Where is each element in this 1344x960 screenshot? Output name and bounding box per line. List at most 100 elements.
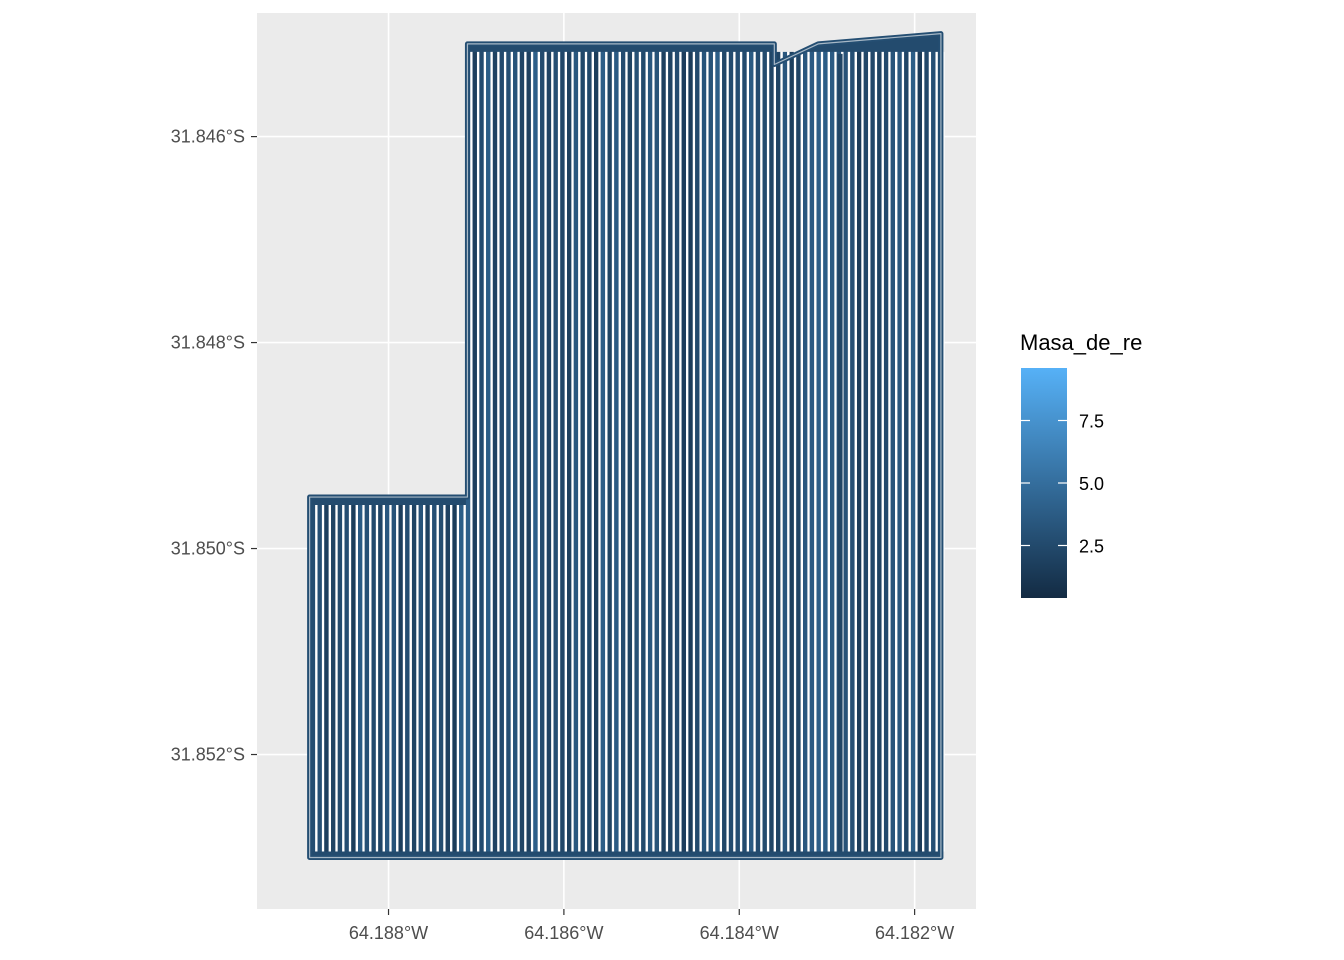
yield-pass (479, 51, 484, 852)
yield-pass (904, 51, 909, 852)
axes: 64.188°W 64.186°W 64.184°W 64.182°W 31.846°S… (171, 127, 955, 943)
yield-pass (600, 51, 606, 852)
yield-pass (594, 51, 599, 852)
yield-pass (863, 51, 869, 852)
yield-pass (782, 51, 788, 852)
yield-pass (344, 505, 349, 852)
yield-pass (614, 51, 619, 852)
yield-passes (307, 31, 945, 861)
yield-pass (459, 505, 464, 852)
yield-pass (546, 51, 552, 852)
yield-pass (553, 51, 558, 852)
yield-pass (472, 51, 477, 852)
yield-pass (540, 51, 545, 852)
yield-pass (310, 505, 316, 852)
yield-pass (324, 505, 329, 852)
yield-pass (762, 51, 767, 852)
yield-pass (722, 51, 727, 852)
yield-pass (897, 51, 902, 852)
yield-pass (647, 51, 653, 852)
yield-pass (830, 51, 835, 852)
yield-pass (769, 51, 774, 852)
yield-pass (513, 51, 518, 852)
yield-pass (776, 51, 781, 852)
yield-pass (816, 51, 821, 852)
yield-pass (654, 51, 660, 852)
yield-pass (398, 505, 403, 852)
x-tick-label: 64.184°W (700, 923, 779, 943)
yield-pass (883, 51, 889, 852)
yield-pass (870, 51, 875, 852)
yield-pass (567, 51, 572, 852)
yield-pass (803, 51, 808, 852)
y-tick-label: 31.852°S (171, 745, 245, 765)
yield-pass (452, 505, 457, 852)
yield-pass (573, 51, 579, 852)
yield-pass (856, 51, 862, 852)
yield-pass (688, 51, 693, 852)
yield-pass (641, 51, 646, 852)
legend: Masa_de_re 2.5 5.0 7.5 (1020, 330, 1142, 598)
yield-pass (890, 51, 896, 852)
yield-pass (877, 51, 882, 852)
yield-pass (384, 505, 390, 852)
y-tick-label: 31.848°S (171, 333, 245, 353)
yield-pass (432, 505, 437, 852)
yield-pass (708, 51, 713, 852)
yield-pass (674, 51, 680, 852)
yield-pass (580, 51, 585, 852)
yield-pass (735, 51, 740, 852)
yield-pass (391, 505, 397, 852)
yield-pass (499, 51, 504, 852)
yield-pass (701, 51, 707, 852)
yield-pass (351, 505, 356, 852)
yield-pass (526, 51, 531, 852)
yield-pass (486, 51, 491, 852)
yield-pass (627, 51, 633, 852)
yield-pass (668, 51, 673, 852)
legend-break-label: 2.5 (1079, 537, 1104, 557)
yield-pass (364, 505, 370, 852)
yield-pass (317, 505, 322, 852)
yield-pass (405, 505, 410, 852)
yield-pass (560, 51, 565, 852)
yield-pass (378, 505, 383, 852)
yield-pass (331, 505, 336, 852)
yield-pass (438, 505, 444, 852)
yield-pass (418, 505, 424, 852)
yield-pass (695, 51, 700, 852)
yield-pass (681, 51, 686, 852)
yield-pass (728, 51, 734, 852)
yield-pass (749, 51, 754, 852)
yield-pass (506, 51, 511, 852)
yield-pass (411, 505, 417, 852)
yield-pass (931, 51, 936, 852)
yield-pass (715, 51, 720, 852)
x-tick-label: 64.182°W (875, 923, 954, 943)
yield-pass (492, 51, 498, 852)
yield-pass (620, 51, 626, 852)
yield-pass (533, 51, 538, 852)
x-tick-label: 64.186°W (524, 923, 603, 943)
y-tick-label: 31.846°S (171, 127, 245, 147)
yield-pass (661, 51, 666, 852)
yield-pass (742, 51, 747, 852)
legend-break-label: 7.5 (1079, 412, 1104, 432)
yield-pass (634, 51, 639, 852)
yield-pass (924, 51, 929, 852)
legend-title: Masa_de_re (1020, 330, 1142, 355)
yield-pass (337, 505, 343, 852)
yield-pass (796, 51, 801, 852)
yield-pass (843, 51, 848, 852)
yield-pass (809, 51, 815, 852)
field-headland-gap (309, 32, 942, 859)
yield-pass (607, 51, 612, 852)
y-tick-label: 31.850°S (171, 539, 245, 559)
x-tick-label: 64.188°W (349, 923, 428, 943)
yield-pass (850, 51, 855, 852)
yield-pass (917, 51, 922, 852)
yield-pass (371, 505, 376, 852)
yield-pass (755, 51, 761, 852)
yield-pass (587, 51, 592, 852)
